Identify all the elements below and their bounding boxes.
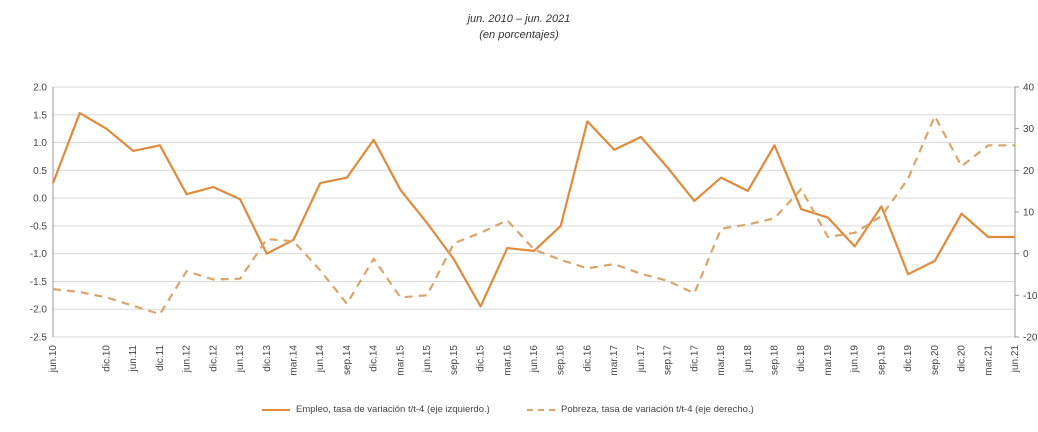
x-tick-label: sep.18	[770, 345, 781, 375]
y-right-tick-label: 20	[1023, 166, 1035, 177]
x-tick-label: jun.11	[128, 345, 139, 373]
x-tick-label: jun.17	[636, 345, 647, 374]
y-left-tick-label: -2.5	[30, 333, 48, 344]
chart-title: jun. 2010 – jun. 2021	[467, 13, 571, 25]
y-left-tick-label: -0.5	[30, 221, 48, 232]
legend-item-pobreza: Pobreza, tasa de variación t/t-4 (eje de…	[527, 404, 754, 415]
x-tick-label: mar.18	[716, 345, 727, 376]
x-tick-label: jun.21	[1010, 345, 1021, 374]
chart-subtitle: (en porcentajes)	[479, 29, 559, 41]
legend-label-empleo: Empleo, tasa de variación t/t-4 (eje izq…	[296, 404, 490, 415]
x-tick-label: jun.10	[48, 345, 59, 374]
x-tick-label: dic.18	[796, 345, 807, 372]
legend-label-pobreza: Pobreza, tasa de variación t/t-4 (eje de…	[561, 404, 754, 415]
y-left-tick-label: -2.0	[30, 305, 48, 316]
x-tick-label: dic.19	[903, 345, 914, 372]
x-tick-label: dic.17	[689, 345, 700, 372]
x-tick-label: dic.13	[262, 345, 273, 372]
y-right-tick-label: 30	[1023, 124, 1035, 135]
y-right-tick-label: 0	[1023, 249, 1029, 260]
legend-swatch-dashed	[527, 408, 555, 411]
x-tick-label: dic.12	[208, 345, 219, 372]
x-tick-label: dic.14	[369, 345, 380, 372]
x-tick-label: jun.19	[850, 345, 861, 374]
x-tick-label: mar.14	[289, 345, 300, 376]
x-tick-label: sep.16	[556, 345, 567, 375]
x-tick-label: dic.15	[476, 345, 487, 372]
y-right-tick-label: 10	[1023, 208, 1035, 219]
x-tick-label: mar.15	[395, 345, 406, 376]
y-left-tick-label: 2.0	[33, 83, 47, 94]
y-left-tick-label: -1.5	[30, 277, 48, 288]
x-tick-label: jun.12	[182, 345, 193, 374]
x-tick-label: sep.14	[342, 345, 353, 375]
x-tick-label: jun.14	[315, 345, 326, 374]
y-left-tick-label: -1.0	[30, 249, 48, 260]
x-axis-ticks: jun.10 dic.10 jun.11 dic.11 jun.12 dic.12 jun.…	[48, 345, 1021, 376]
series-lines	[51, 111, 1015, 316]
y-right-tick-label: 40	[1023, 83, 1035, 94]
y-left-tick-label: 1.0	[33, 138, 47, 149]
series-line-empleo	[51, 111, 1015, 308]
x-tick-label: jun.13	[235, 345, 246, 374]
right-axis-ticks: 40 30 20 10 0 -10 -20	[1015, 83, 1038, 344]
x-tick-label: dic.20	[957, 345, 968, 372]
left-axis-ticks: 2.0 1.5 1.0 0.5 0.0 -0.5 -1.0 -1.5 -2.0 -2.5	[30, 83, 48, 344]
x-tick-label: sep.19	[876, 345, 887, 375]
x-tick-label: jun.16	[529, 345, 540, 374]
x-tick-label: sep.15	[449, 345, 460, 375]
x-tick-label: mar.17	[609, 345, 620, 376]
legend-swatch-solid	[262, 408, 290, 411]
x-tick-label: mar.21	[983, 345, 994, 376]
legend-item-empleo: Empleo, tasa de variación t/t-4 (eje izq…	[262, 404, 490, 415]
y-left-tick-label: 0.0	[33, 194, 47, 205]
gridlines	[52, 86, 1016, 338]
x-tick-label: sep.20	[930, 345, 941, 375]
x-tick-label: dic.10	[101, 345, 112, 372]
x-tick-label: sep.17	[663, 345, 674, 375]
y-right-tick-label: -20	[1023, 333, 1038, 344]
x-tick-label: jun.15	[422, 345, 433, 374]
y-right-tick-label: -10	[1023, 291, 1038, 302]
x-tick-label: mar.19	[823, 345, 834, 376]
y-left-tick-label: 1.5	[33, 110, 47, 121]
x-tick-label: dic.16	[582, 345, 593, 372]
x-tick-label: dic.11	[155, 345, 166, 371]
x-tick-label: jun.18	[743, 345, 754, 374]
y-left-tick-label: 0.5	[33, 166, 47, 177]
series-line-pobreza	[52, 115, 1015, 316]
x-tick-label: mar.16	[502, 345, 513, 376]
